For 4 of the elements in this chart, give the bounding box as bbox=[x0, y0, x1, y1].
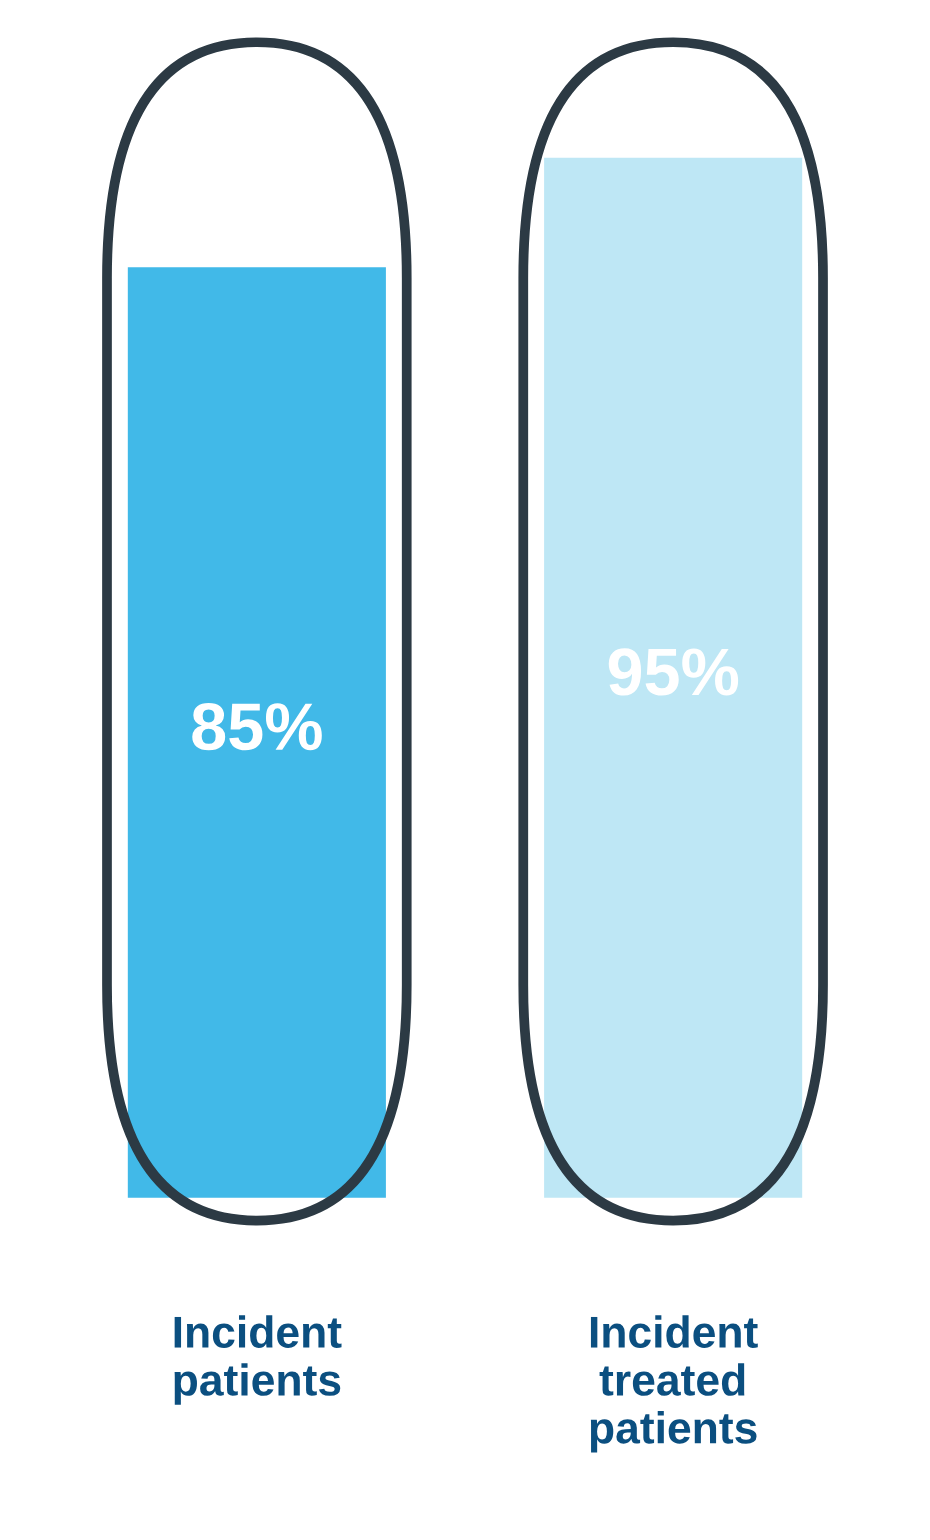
data-label: 95% bbox=[608, 648, 739, 696]
x-tick-label: Incident patients bbox=[174, 1315, 342, 1405]
x-tick-label: Incident treated patients bbox=[590, 1315, 758, 1453]
data-label: 85% bbox=[192, 703, 322, 751]
